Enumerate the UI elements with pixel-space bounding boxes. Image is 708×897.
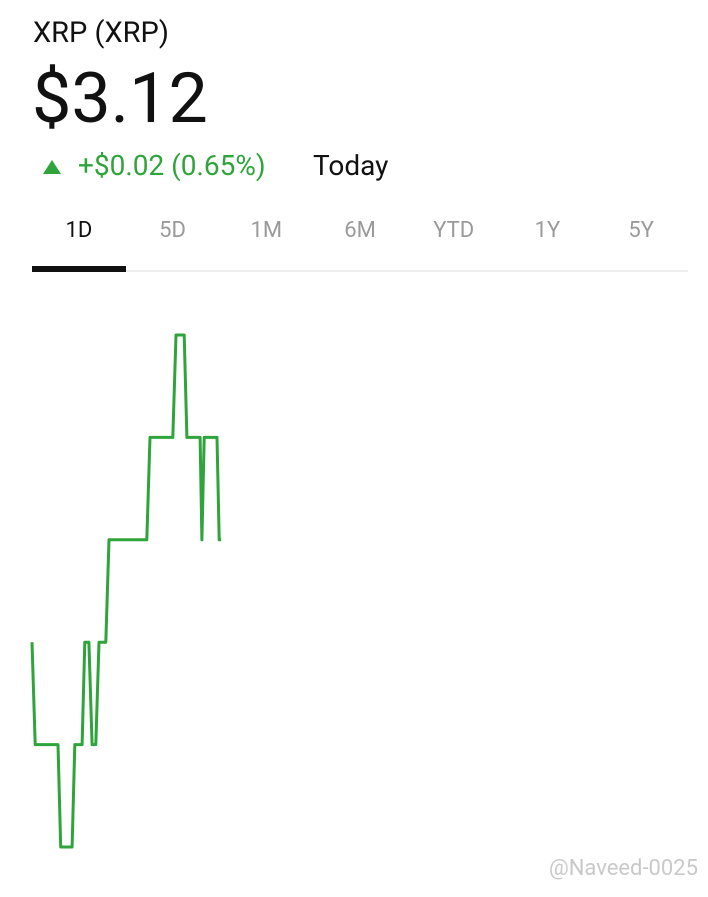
price-line — [30, 333, 222, 849]
range-tab[interactable]: 1Y — [534, 218, 561, 243]
price-change: +$0.02 (0.65%) — [78, 149, 266, 182]
up-arrow-icon — [43, 160, 61, 174]
range-tabs: 1D 5D 1M 6M YTD 1Y 5Y — [32, 214, 688, 272]
watermark: @Naveed-0025 — [548, 856, 698, 881]
range-tab[interactable]: 5Y — [628, 218, 654, 243]
range-tab[interactable]: YTD — [433, 218, 475, 243]
range-tab[interactable]: 1D — [32, 214, 126, 272]
period-label: Today — [313, 149, 389, 182]
range-tab[interactable]: 1M — [250, 218, 283, 243]
range-tab[interactable]: 6M — [344, 218, 376, 243]
asset-name: XRP (XRP) — [33, 16, 169, 50]
price: $3.12 — [32, 58, 208, 140]
price-chart — [30, 333, 222, 849]
range-tab[interactable]: 5D — [159, 218, 186, 243]
